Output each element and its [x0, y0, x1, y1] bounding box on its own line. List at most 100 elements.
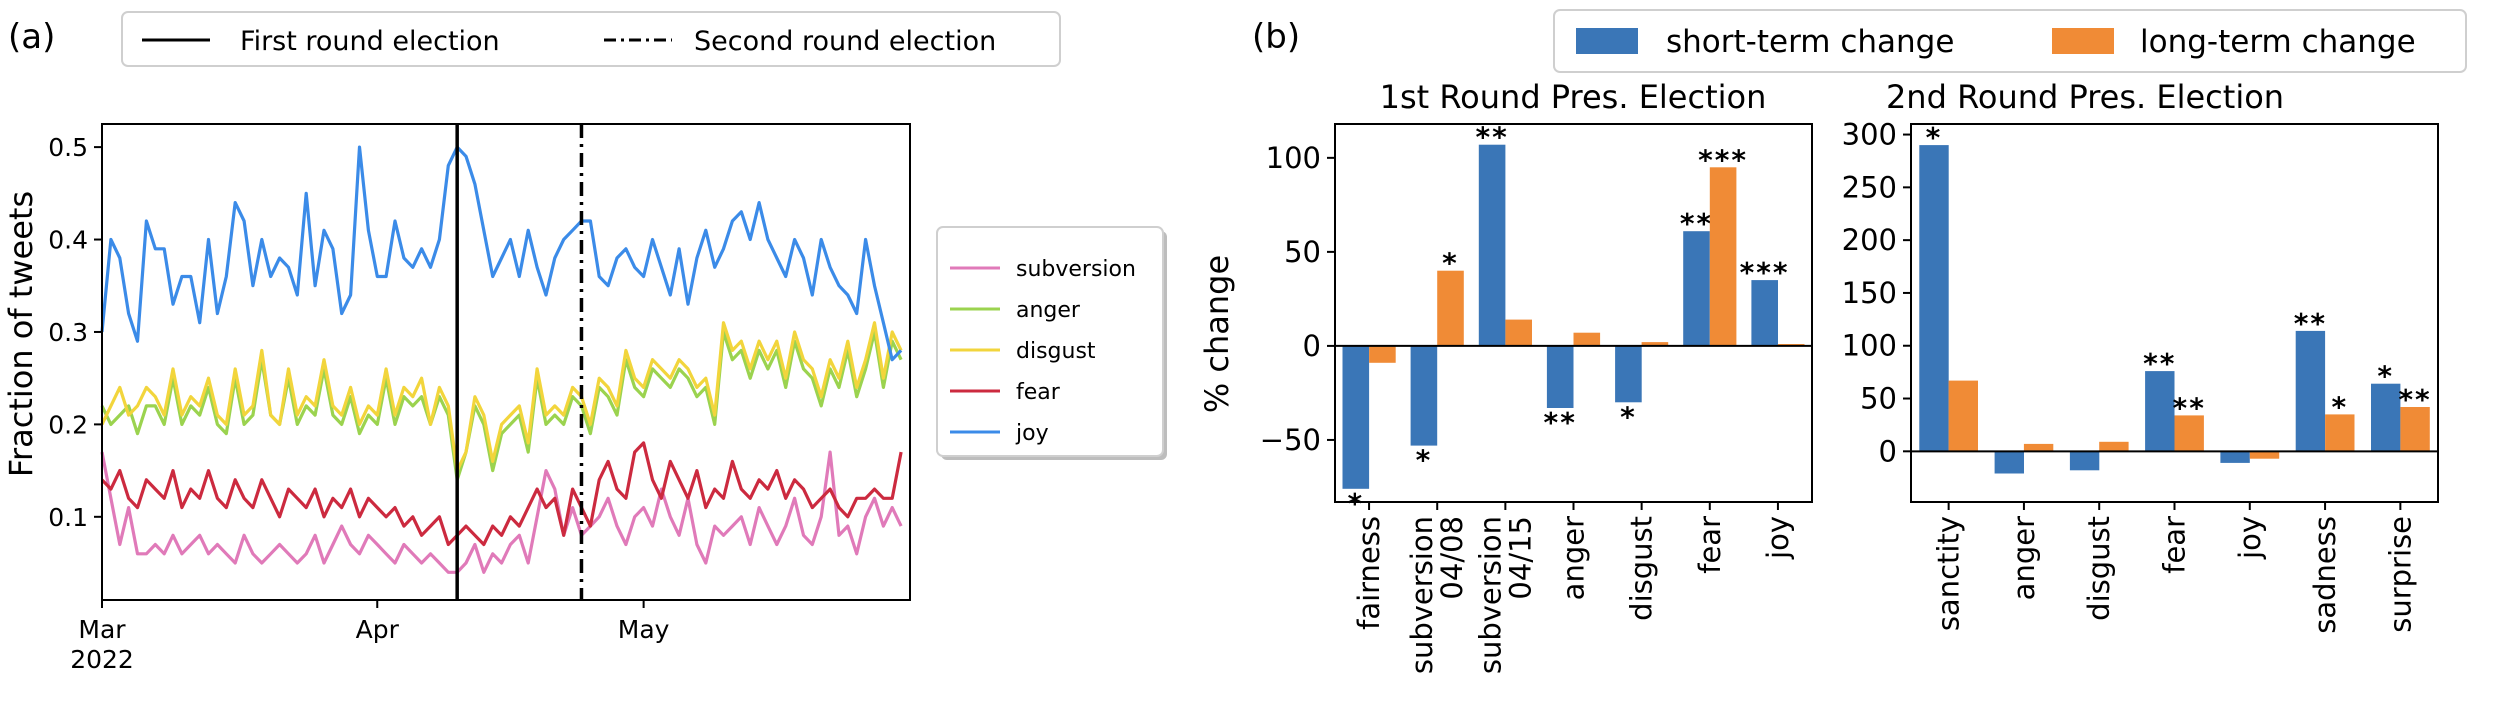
- significance-marker: *: [1442, 247, 1459, 280]
- legend-label-fear: fear: [1016, 380, 1061, 405]
- series-line-subversion: [100, 450, 903, 574]
- bar-r1-short-2: [1478, 144, 1506, 346]
- legend-a-frame: [121, 11, 1061, 67]
- category-label: subversion: [1405, 516, 1439, 674]
- legend-label-subversion: subversion: [1016, 257, 1136, 282]
- y-tick-label: 0: [1879, 434, 1897, 468]
- x-tick-year: 2022: [70, 645, 134, 674]
- legend-long-swatch: [2052, 28, 2114, 54]
- x-tick-label: May: [618, 615, 670, 644]
- y-tick-label: 100: [1266, 141, 1321, 175]
- legend-changes: short-term change long-term change: [1553, 9, 2467, 73]
- category-label: sanctity: [1932, 516, 1966, 631]
- category-label: sadness: [2308, 516, 2342, 634]
- y-tick-label: 0.4: [48, 226, 88, 255]
- bar-r2-short-4: [2220, 451, 2250, 463]
- significance-marker: *: [1926, 121, 1943, 154]
- significance-marker: *: [1347, 487, 1364, 520]
- x-tick-label: Apr: [356, 615, 400, 644]
- y-tick-label: 0.2: [48, 410, 88, 439]
- legend-label-anger: anger: [1016, 298, 1081, 323]
- significance-marker: *: [2331, 390, 2348, 423]
- y-tick-label: 150: [1842, 276, 1897, 310]
- legend-first-round: First round election: [240, 26, 500, 57]
- bar-r1-long-5: [1709, 167, 1737, 346]
- bar-r2-short-0: [1919, 145, 1949, 452]
- plot-frame-a: [101, 123, 911, 601]
- significance-marker: **: [2173, 391, 2206, 424]
- panel-label-a: (a): [8, 17, 55, 57]
- line-chart-emotions: Fraction of tweets 0.1 0.2 0.3 0.4 0.5 Mar20…: [2, 123, 911, 674]
- y-tick-label: 50: [1860, 382, 1897, 416]
- legend-label-disgust: disgust: [1016, 339, 1096, 364]
- category-label: fairness: [1352, 516, 1386, 630]
- significance-marker: *: [1416, 444, 1433, 477]
- series-line-disgust: [100, 321, 903, 473]
- bar-r2-long-4: [2249, 451, 2280, 459]
- y-tick-label: 250: [1842, 170, 1897, 204]
- bar-r1-short-5: [1683, 231, 1710, 346]
- legend-short-swatch: [1576, 28, 1638, 54]
- x-tick-label: Mar: [78, 615, 126, 644]
- bar-r2-short-6: [2371, 383, 2401, 452]
- category-label: anger: [1557, 516, 1591, 600]
- category-label: fear: [1693, 516, 1727, 574]
- y-axis-label: Fraction of tweets: [2, 191, 40, 477]
- y-axis-label-percent-change: % change: [1198, 255, 1236, 413]
- category-label: 04/08: [1435, 516, 1469, 600]
- significance-marker: *: [2377, 360, 2394, 393]
- bar-chart-second-round: 2nd Round Pres. Election *********** san…: [1842, 78, 2439, 634]
- legend-b-frame: [1553, 9, 2467, 73]
- category-label: disgust: [2082, 516, 2116, 621]
- bar-r1-long-1: [1437, 270, 1464, 346]
- legend-short-label: short-term change: [1666, 24, 1954, 60]
- category-label: joy: [1761, 516, 1795, 560]
- significance-marker: **: [2398, 383, 2431, 416]
- bar-r2-long-3: [2174, 415, 2204, 452]
- category-label: fear: [2158, 516, 2192, 574]
- legend-second-round: Second round election: [694, 26, 996, 57]
- category-label: surprise: [2383, 516, 2417, 633]
- significance-marker: ***: [1698, 143, 1748, 176]
- bar-r2-short-2: [2069, 451, 2100, 471]
- y-tick-label: 0: [1303, 329, 1321, 363]
- significance-marker: **: [1680, 207, 1713, 240]
- y-tick-label: 0.3: [48, 318, 88, 347]
- significance-marker: ***: [1740, 256, 1790, 289]
- y-tick-label: 0.5: [48, 133, 88, 162]
- bar-r1-long-3: [1573, 332, 1601, 346]
- y-tick-label: 0.1: [48, 503, 88, 532]
- category-label: subversion: [1473, 516, 1507, 674]
- category-label: disgust: [1625, 516, 1659, 621]
- bar-r2-short-5: [2295, 330, 2326, 452]
- bar-r1-long-4: [1641, 342, 1669, 346]
- legend-emotions-frame: [936, 226, 1164, 457]
- bar-r1-short-3: [1546, 345, 1574, 408]
- y-tick-label: 300: [1842, 118, 1897, 152]
- significance-marker: **: [2294, 307, 2327, 340]
- bar-r1-long-0: [1369, 345, 1396, 363]
- bar-chart-first-round: 1st Round Pres. Election % change ******…: [1198, 78, 1813, 674]
- legend-elections: First round election Second round electi…: [121, 11, 1061, 67]
- bar-r1-short-0: [1342, 345, 1370, 489]
- bar-r2-long-1: [2023, 443, 2054, 452]
- bar-r2-long-2: [2099, 441, 2129, 452]
- bar-r2-long-0: [1948, 380, 1978, 452]
- y-tick-label: 200: [1842, 223, 1897, 257]
- bar-r2-short-1: [1994, 451, 2024, 474]
- category-label: anger: [2007, 516, 2041, 600]
- category-label: 04/15: [1503, 516, 1537, 600]
- panel-label-b: (b): [1252, 17, 1300, 57]
- bar-r1-long-2: [1505, 319, 1532, 346]
- bar-r1-short-6: [1751, 280, 1778, 346]
- significance-marker: *: [1620, 400, 1637, 433]
- y-tick-label: 100: [1842, 329, 1897, 363]
- y-tick-label: 50: [1284, 235, 1321, 269]
- significance-marker: **: [1475, 121, 1508, 154]
- bar-r2-long-6: [2400, 407, 2430, 452]
- bar-r1-short-4: [1615, 345, 1642, 403]
- significance-marker: **: [2143, 347, 2176, 380]
- bar-r2-short-3: [2145, 371, 2175, 452]
- legend-emotions: subversion anger disgust fear joy: [936, 226, 1167, 460]
